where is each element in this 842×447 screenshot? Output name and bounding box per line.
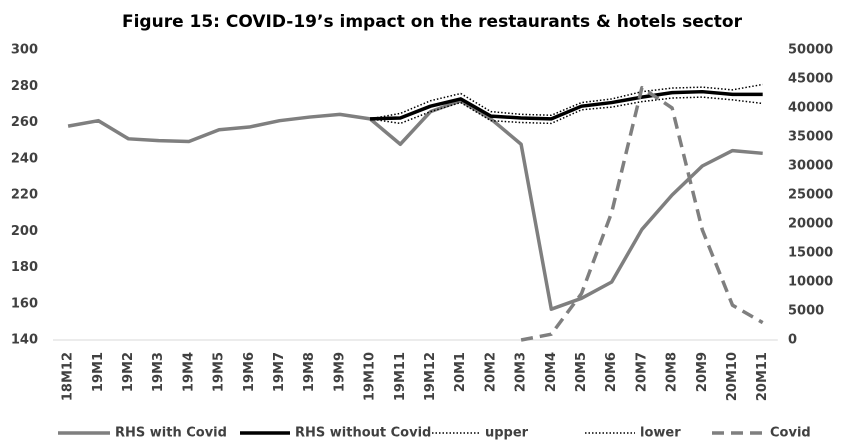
x-tick-label: 20M5 xyxy=(574,352,589,392)
x-tick-label: 20M8 xyxy=(665,352,680,392)
y2-tick-label: 35000 xyxy=(788,130,833,145)
x-tick-label: 19M5 xyxy=(212,352,227,392)
y2-tick-label: 25000 xyxy=(788,188,833,203)
x-tick-label: 19M1 xyxy=(91,352,106,392)
y2-tick-label: 40000 xyxy=(788,101,833,116)
x-tick-label: 20M2 xyxy=(483,352,498,392)
x-tick-label: 20M1 xyxy=(453,352,468,392)
y2-tick-label: 15000 xyxy=(788,246,833,261)
x-tick-label: 20M3 xyxy=(514,352,529,392)
y-tick-label: 160 xyxy=(11,296,38,311)
x-tick-label: 19M8 xyxy=(302,352,317,392)
x-tick-label: 20M4 xyxy=(544,352,559,392)
y2-tick-label: 50000 xyxy=(788,43,833,58)
x-tick-label: 19M12 xyxy=(423,352,438,401)
y-tick-label: 140 xyxy=(11,333,38,348)
y2-tick-label: 5000 xyxy=(788,304,824,319)
y-tick-label: 220 xyxy=(11,188,38,203)
y-tick-label: 300 xyxy=(11,43,38,58)
x-tick-label: 20M9 xyxy=(695,352,710,392)
series-line xyxy=(370,89,763,121)
x-tick-label: 19M11 xyxy=(393,352,408,401)
y-tick-label: 280 xyxy=(11,79,38,94)
x-tick-label: 20M6 xyxy=(604,352,619,392)
y-tick-label: 260 xyxy=(11,115,38,130)
series-line xyxy=(369,83,763,120)
x-tick-label: 20M7 xyxy=(634,352,649,392)
x-tick-label: 19M10 xyxy=(363,352,378,401)
chart-title: Figure 15: COVID-19’s impact on the rest… xyxy=(122,12,743,32)
y2-tick-label: 30000 xyxy=(788,159,833,174)
x-tick-label: 19M2 xyxy=(121,352,136,392)
series-line xyxy=(369,96,763,125)
x-tick-label: 19M4 xyxy=(181,352,196,392)
y-tick-label: 180 xyxy=(11,260,38,275)
series-line xyxy=(67,99,763,311)
y2-tick-label: 20000 xyxy=(788,217,833,232)
x-tick-label: 19M9 xyxy=(332,352,347,392)
x-tick-label: 20M10 xyxy=(725,352,740,401)
y-tick-label: 240 xyxy=(11,151,38,166)
x-tick-label: 19M6 xyxy=(242,352,257,392)
y2-tick-label: 10000 xyxy=(788,275,833,290)
x-tick-label: 19M7 xyxy=(272,352,287,392)
legend-label: RHS with Covid xyxy=(115,426,227,441)
legend-label: lower xyxy=(640,426,681,441)
y-tick-label: 200 xyxy=(11,224,38,239)
series-line xyxy=(520,85,764,342)
legend-label: upper xyxy=(485,426,529,441)
x-tick-label: 19M3 xyxy=(151,352,166,392)
x-tick-label: 20M11 xyxy=(755,352,770,401)
y2-tick-label: 0 xyxy=(788,333,797,348)
legend-label: RHS without Covid xyxy=(295,426,431,441)
y2-tick-label: 45000 xyxy=(788,72,833,87)
x-tick-label: 18M12 xyxy=(61,352,76,401)
legend-label: Covid xyxy=(770,426,811,441)
